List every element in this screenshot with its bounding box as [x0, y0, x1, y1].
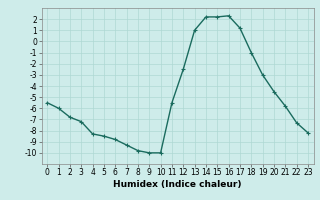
X-axis label: Humidex (Indice chaleur): Humidex (Indice chaleur) [113, 180, 242, 189]
